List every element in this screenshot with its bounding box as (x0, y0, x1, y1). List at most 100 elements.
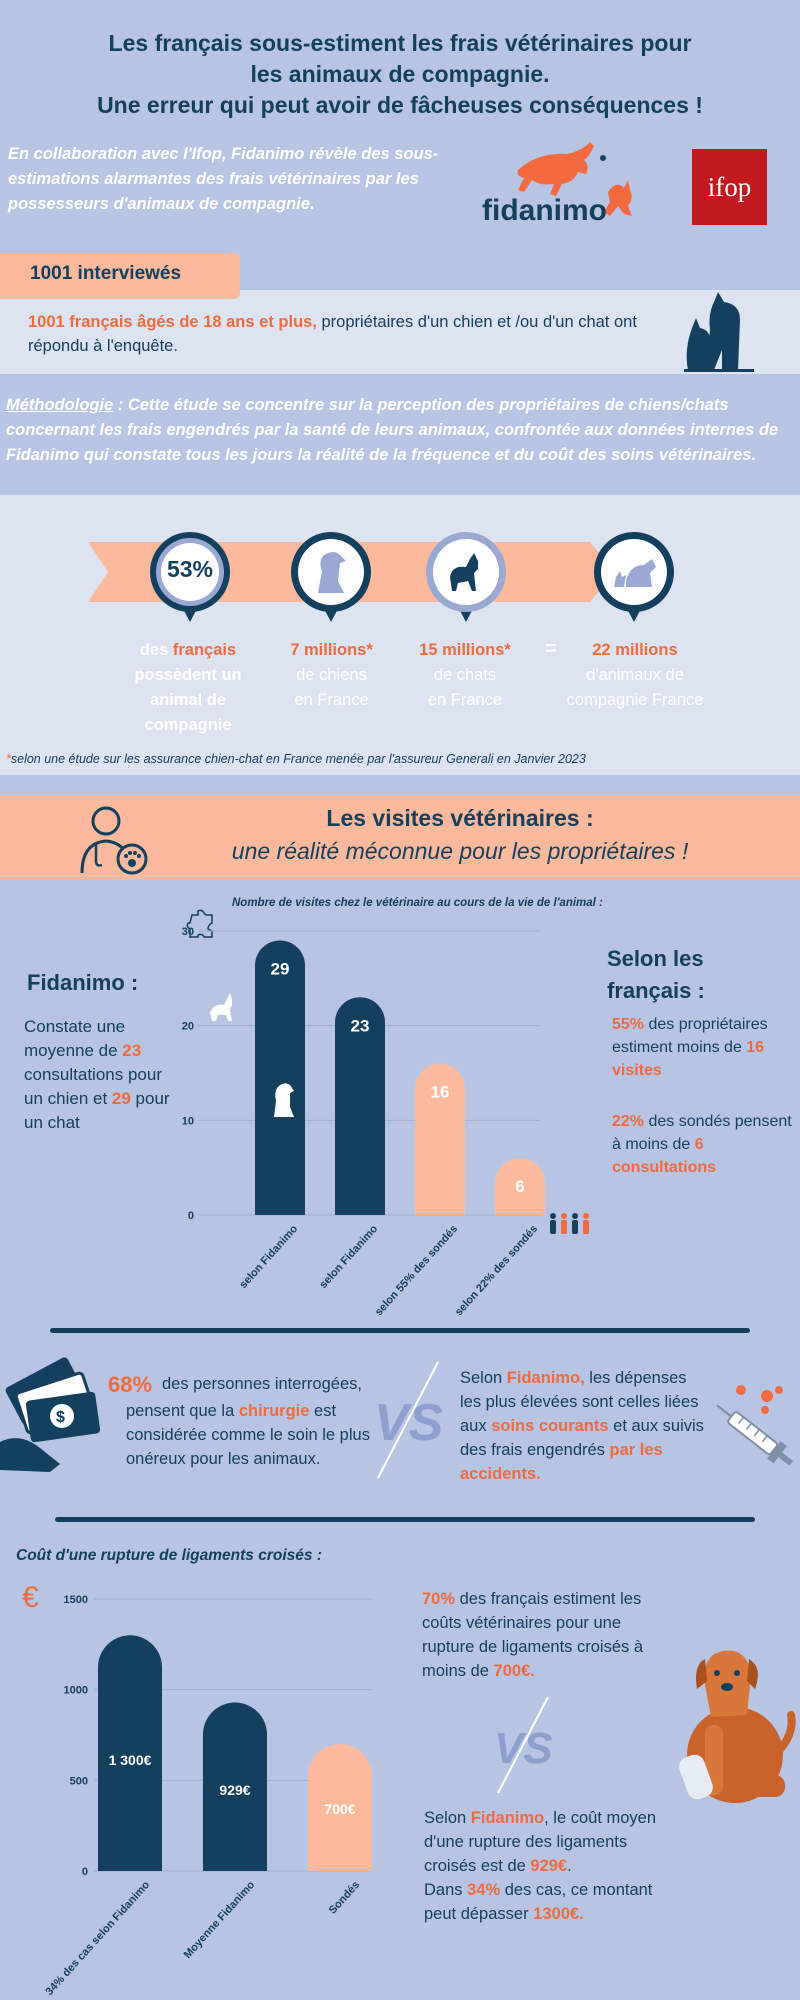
sel2-t: des sondés pensent à moins de (612, 1113, 792, 1153)
fidanimo-heading: Fidanimo : (27, 970, 139, 995)
page-title: Les français sous-estiment les frais vét… (40, 28, 760, 121)
stat1-a: des (139, 641, 169, 659)
title-line-1: Les français sous-estiment les frais vét… (108, 30, 692, 56)
stat1-c: possèdent un animal de compagnie (134, 666, 242, 734)
stats-band (0, 495, 800, 775)
ligaments-text-survey: 70% des français estiment les coûts vété… (422, 1587, 652, 1683)
marker-cat (426, 532, 506, 622)
vs-text: VS (374, 1394, 442, 1452)
bar (255, 940, 305, 1215)
sel1-v: 16 visites (612, 1039, 765, 1079)
category-label: Moyenne Fidanimo (182, 1879, 258, 1961)
category-label: 34% des cas selon Fidanimo (43, 1879, 152, 1998)
surgery-text: pensent que la chirurgie est considérée … (126, 1399, 376, 1471)
expense-text: Selon Fidanimo, les dépenses les plus él… (460, 1366, 710, 1486)
fidanimo-wordmark: fidanimo (482, 194, 607, 227)
footnote-text: selon une étude sur les assurance chien-… (10, 752, 586, 766)
data-label: 29 (271, 959, 290, 978)
cat-icon (450, 553, 478, 591)
stat-dogs: 7 millions* de chiens en France (264, 638, 399, 713)
data-label: 929€ (219, 1782, 250, 1798)
ifop-logo: ifop (692, 149, 767, 225)
dog-cat-icon (626, 559, 656, 587)
stat-cats: 15 millions* de chats en France (400, 638, 530, 713)
y-tick-label: 1000 (64, 1685, 88, 1697)
y-tick-label: 0 (188, 1210, 194, 1222)
section-divider (50, 1328, 750, 1333)
euro-icon: € (22, 1581, 39, 1614)
stat1-b: français (172, 641, 237, 659)
money-hand-icon: $ (0, 1357, 101, 1472)
selon-text-22: 22% des sondés pensent à moins de 6 cons… (612, 1110, 792, 1179)
marker-pets (594, 532, 674, 622)
surg-t2-hl: chirurgie (238, 1402, 310, 1420)
visits-chart-title: Nombre de visites chez le vétérinaire au… (232, 897, 603, 909)
data-label: 1 300€ (109, 1752, 152, 1768)
fidanimo-logo: fidanimo (482, 142, 632, 227)
fid-t3: pour un chat (24, 1089, 170, 1132)
e3: et aux suivis des frais engendrés (460, 1417, 704, 1459)
l2-d: Dans (424, 1881, 468, 1899)
bar (494, 1158, 545, 1215)
bar (415, 1063, 465, 1215)
e2-hl: soins courants (491, 1417, 609, 1435)
interviews-highlight: 1001 français âgés de 18 ans et plus, (28, 313, 317, 331)
people-icon (550, 1213, 589, 1234)
category-label: Sondés (327, 1879, 363, 1917)
y-tick-label: 1500 (64, 1594, 88, 1606)
sel1-pct: 55% (612, 1016, 645, 1033)
dog-cat-silhouette-icon (684, 292, 754, 372)
l2-a: Selon (424, 1809, 471, 1827)
surgery-pct: 68% (108, 1372, 153, 1397)
interviews-tab: 1001 interviewés (0, 253, 240, 299)
ligaments-text-fidanimo: Selon Fidanimo, le coût moyen d'une rupt… (424, 1806, 664, 1926)
methodology-label: Méthodologie (6, 396, 114, 414)
selon-francais-heading: Selon les français : (607, 946, 705, 1003)
l2-v2: 1300€. (533, 1905, 584, 1923)
y-tick-label: 0 (82, 1866, 88, 1878)
cat-icon (210, 993, 232, 1021)
category-label: selon Fidanimo (237, 1223, 300, 1291)
l1-v: 700€. (493, 1662, 535, 1680)
y-tick-label: 10 (182, 1115, 194, 1127)
data-label: 23 (351, 1016, 370, 1035)
category-label: selon 55% des sondés (373, 1223, 460, 1315)
l2-pct: 34% (467, 1881, 501, 1899)
bar (203, 1702, 267, 1871)
syringe-icon (716, 1385, 794, 1466)
stat2-line2: en France (294, 691, 369, 709)
fidanimo-visits-text: Constate une moyenne de 23 consultations… (24, 1015, 184, 1135)
equals-sign: = (545, 638, 557, 660)
y-tick-label: 500 (70, 1775, 88, 1787)
fid-t2: consultations pour un chien et (24, 1065, 162, 1108)
l2-v: 929€ (530, 1857, 568, 1875)
ligaments-chart: € 0 500 1000 1500 1 300€ 34% des cas selon F… (22, 1581, 372, 1998)
veterinarian-icon (80, 806, 148, 875)
data-label: 700€ (324, 1801, 355, 1817)
vs-graphic: VS (374, 1361, 442, 1479)
stat2-big: 7 millions* (290, 641, 373, 659)
vs-graphic: VS (494, 1696, 552, 1794)
puzzle-icon (186, 909, 213, 938)
stat3-big: 15 millions* (419, 641, 511, 659)
y-tick-label: 20 (182, 1021, 194, 1033)
e3-hl: par les accidents. (460, 1441, 663, 1483)
ligaments-title: Coût d'une rupture de ligaments croisés … (16, 1547, 322, 1564)
l2-b: , le coût moyen d'une rupture des ligame… (424, 1809, 657, 1875)
stat3-line1: de chats (433, 666, 497, 684)
fid-t1: Constate une moyenne de (24, 1017, 126, 1060)
marker-53pct (150, 532, 230, 622)
fid-v1: 23 (122, 1041, 142, 1060)
interviews-rest: propriétaires d'un chien et /ou d'un cha… (28, 313, 637, 355)
stat4-big: 22 millions (592, 641, 678, 659)
stat-owners: des français possèdent un animal de comp… (118, 638, 258, 738)
interviews-text: 1001 français âgés de 18 ans et plus, pr… (28, 310, 638, 358)
surg-t2: pensent que la (126, 1402, 239, 1420)
stat2-line1: de chiens (296, 666, 367, 684)
injured-dog-illustration (679, 1650, 796, 1803)
marker-dog (291, 532, 371, 622)
e1-hl: Fidanimo, (506, 1369, 585, 1387)
data-label: 16 (431, 1083, 450, 1102)
l2-hl: Fidanimo (470, 1809, 545, 1827)
dog-icon (318, 552, 346, 593)
